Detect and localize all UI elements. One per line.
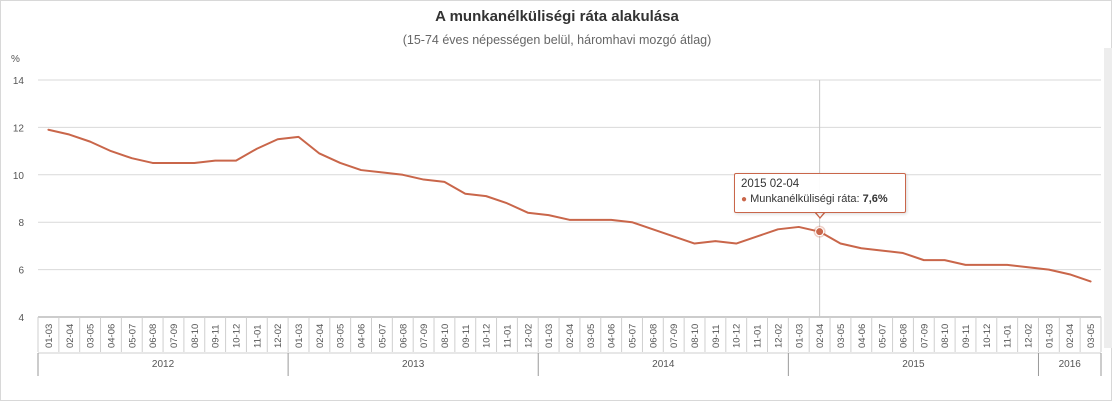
x-tick-label: 06-08 — [148, 324, 159, 348]
x-tick-label: 08-10 — [440, 324, 451, 348]
highlight-point — [815, 227, 825, 237]
y-tick-label: 10 — [13, 171, 25, 182]
y-axis-label: % — [11, 54, 20, 65]
x-tick-label: 01-03 — [544, 324, 555, 348]
x-tick-label: 02-04 — [565, 324, 576, 348]
x-tick-label: 05-07 — [878, 324, 889, 348]
chart-title: A munkanélküliségi ráta alakulása — [435, 8, 679, 25]
x-tick-label: 07-09 — [669, 324, 680, 348]
series-layer — [47, 128, 1092, 283]
x-tick-label: 08-10 — [940, 324, 951, 348]
x-tick-label: 12-02 — [273, 324, 284, 348]
x-tick-label: 09-11 — [961, 324, 972, 348]
x-tick-label: 09-11 — [461, 324, 472, 348]
tooltip-series-label: Munkanélküliségi ráta: — [750, 193, 860, 205]
x-tick-label: 10-12 — [482, 324, 493, 348]
tooltip-arrow-fill — [815, 211, 825, 217]
year-label: 2016 — [1059, 359, 1082, 370]
x-tick-label: 11-01 — [502, 324, 513, 348]
x-tick-label: 09-11 — [211, 324, 222, 348]
x-tick-label: 07-09 — [419, 324, 430, 348]
x-tick-label: 07-09 — [169, 324, 180, 348]
x-tick-label: 02-04 — [815, 324, 826, 348]
tooltip-series-marker-icon: ● — [741, 194, 748, 205]
x-tick-label: 03-05 — [336, 324, 347, 348]
x-tick-label: 11-01 — [1003, 324, 1014, 348]
tooltip-value: 7,6% — [862, 193, 888, 205]
y-tick-label: 14 — [13, 76, 25, 87]
x-tick-label: 02-04 — [65, 324, 76, 348]
x-tick-label: 01-03 — [44, 324, 55, 348]
series-line — [47, 128, 1092, 283]
x-tick-label: 11-01 — [753, 324, 764, 348]
x-tick-label: 05-07 — [628, 324, 639, 348]
x-tick-label: 04-06 — [106, 324, 117, 348]
x-tick-label: 02-04 — [315, 324, 326, 348]
x-tick-label: 05-07 — [127, 324, 138, 348]
x-tick-label: 01-03 — [294, 324, 305, 348]
x-tick-label: 07-09 — [919, 324, 930, 348]
y-axis: 4 6 8 10 12 14% — [11, 54, 24, 324]
x-tick-label: 12-02 — [523, 324, 534, 348]
gridlines — [38, 79, 1101, 318]
y-tick-label: 8 — [18, 218, 24, 229]
x-tick-label: 11-01 — [252, 324, 263, 348]
year-label: 2012 — [152, 359, 175, 370]
x-tick-label: 06-08 — [398, 324, 409, 348]
tooltip-date: 2015 02-04 — [741, 178, 800, 190]
x-tick-label: 01-03 — [794, 324, 805, 348]
x-tick-label: 10-12 — [232, 324, 243, 348]
x-tick-label: 12-02 — [773, 324, 784, 348]
x-tick-label: 02-04 — [1065, 324, 1076, 348]
x-tick-label: 08-10 — [690, 324, 701, 348]
x-tick-label: 09-11 — [711, 324, 722, 348]
x-tick-label: 03-05 — [836, 324, 847, 348]
chart-subtitle: (15-74 éves népességen belül, háromhavi … — [402, 33, 712, 47]
x-tick-label: 03-05 — [1086, 324, 1097, 348]
x-tick-label: 06-08 — [648, 324, 659, 348]
x-tick-label: 04-06 — [607, 324, 618, 348]
x-tick-label: 04-06 — [857, 324, 868, 348]
y-tick-label: 6 — [18, 266, 24, 277]
x-tick-label: 03-05 — [86, 324, 97, 348]
x-tick-label: 05-07 — [377, 324, 388, 348]
x-tick-label: 10-12 — [732, 324, 743, 348]
x-tick-label: 06-08 — [898, 324, 909, 348]
year-label: 2014 — [652, 359, 675, 370]
year-label: 2015 — [902, 359, 925, 370]
data-tooltip: 2015 02-04 ● Munkanélküliségi ráta: 7,6% — [734, 173, 906, 213]
x-tick-label: 04-06 — [357, 324, 368, 348]
x-tick-label: 01-03 — [1044, 324, 1055, 348]
x-tick-label: 10-12 — [982, 324, 993, 348]
y-tick-label: 4 — [18, 313, 24, 324]
x-tick-label: 12-02 — [1024, 324, 1035, 348]
x-tick-label: 03-05 — [586, 324, 597, 348]
y-tick-label: 12 — [13, 123, 25, 134]
x-axis: 01-03 02-04 03-05 04-06 05-07 06-08 07-09 08-10… — [37, 316, 1102, 376]
year-label: 2013 — [402, 359, 425, 370]
x-tick-label: 08-10 — [190, 324, 201, 348]
vertical-scrollbar[interactable] — [1104, 48, 1112, 348]
